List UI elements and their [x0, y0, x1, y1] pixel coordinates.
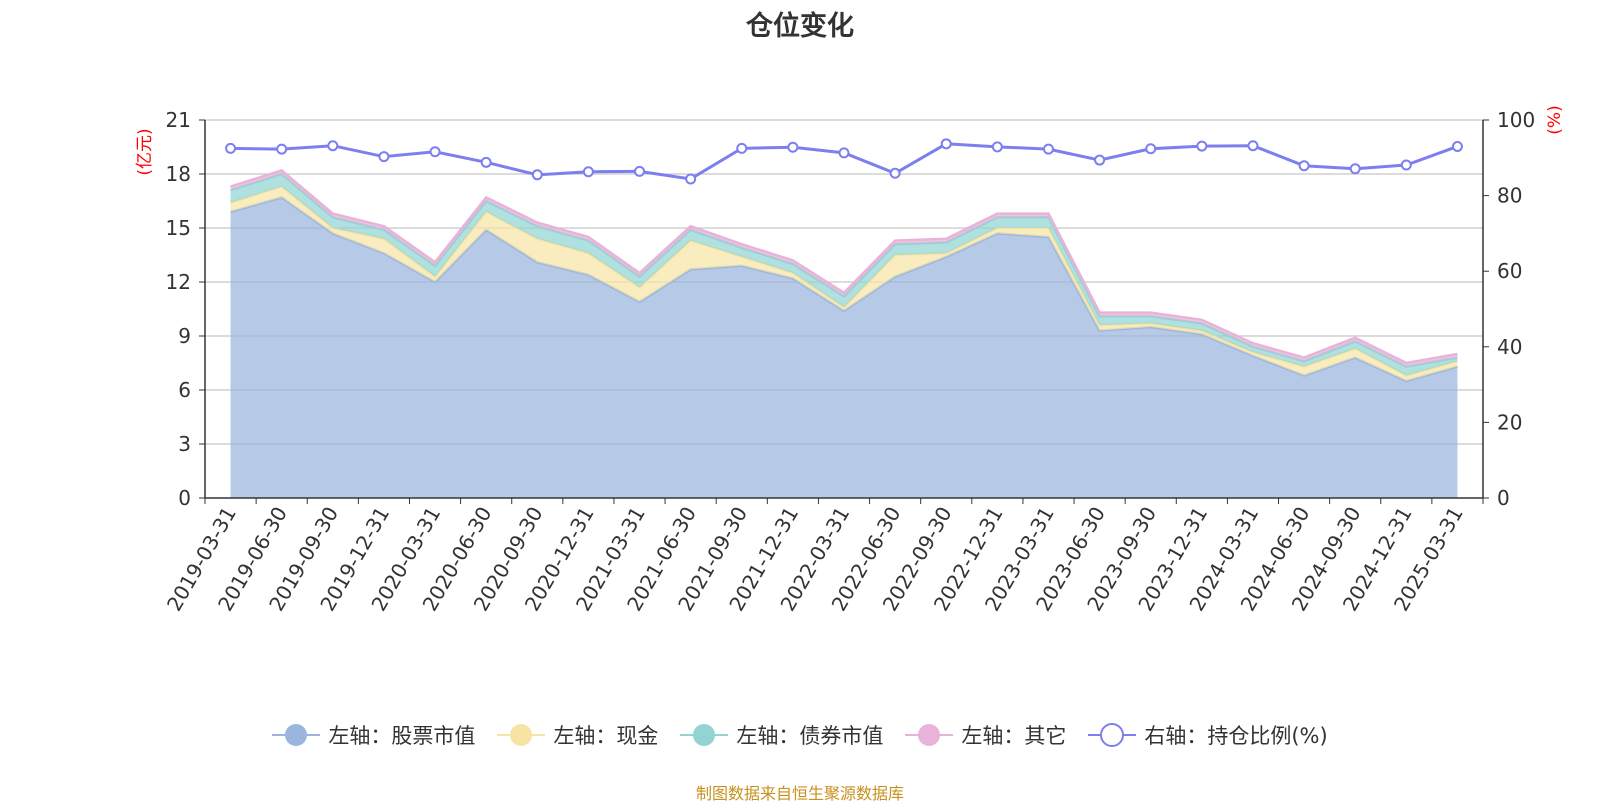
legend-item[interactable]: 左轴：现金: [497, 720, 658, 750]
right-tick-label: 20: [1497, 410, 1522, 434]
ratio-point: [582, 166, 594, 178]
ratio-point: [480, 156, 492, 168]
area-左轴：股票市值: [230, 197, 1458, 498]
legend-label: 左轴：债券市值: [736, 724, 884, 748]
ratio-point: [429, 146, 441, 158]
ratio-point: [838, 147, 850, 159]
right-axis-unit: (%): [1545, 105, 1565, 134]
ratio-point: [634, 165, 646, 177]
legend-label: 左轴：股票市值: [328, 724, 476, 748]
left-tick-label: 18: [166, 162, 191, 186]
ratio-point: [685, 173, 697, 185]
left-tick-label: 0: [178, 486, 191, 510]
chart-title: 仓位变化: [746, 11, 854, 42]
ratio-point: [1451, 140, 1463, 152]
left-tick-label: 6: [178, 378, 191, 402]
ratio-point: [1349, 163, 1361, 175]
ratio-point: [1196, 140, 1208, 152]
legend-label: 左轴：其它: [961, 724, 1067, 748]
legend: 左轴：股票市值 左轴：现金 左轴：债券市值 左轴：其它 右轴：持仓比例(%): [0, 720, 1600, 750]
legend-label: 右轴：持仓比例(%): [1144, 724, 1328, 748]
ratio-point: [1298, 160, 1310, 172]
ratio-point: [225, 142, 237, 154]
ratio-point: [531, 169, 543, 181]
ratio-point: [1094, 154, 1106, 166]
right-tick-label: 100: [1497, 108, 1535, 132]
ratio-point: [1042, 143, 1054, 155]
area-左轴：现金: [230, 186, 1458, 381]
legend-swatch-icon: [1088, 723, 1137, 747]
right-tick-label: 40: [1497, 335, 1522, 359]
ratio-point: [787, 141, 799, 153]
left-tick-label: 12: [166, 270, 191, 294]
legend-item[interactable]: 右轴：持仓比例(%): [1088, 720, 1328, 750]
legend-item[interactable]: 左轴：债券市值: [680, 720, 883, 750]
ratio-point: [1145, 143, 1157, 155]
left-tick-label: 15: [166, 216, 191, 240]
legend-item[interactable]: 左轴：股票市值: [272, 720, 475, 750]
ratio-point: [327, 140, 339, 152]
data-source-footer: 制图数据来自恒生聚源数据库: [695, 784, 904, 803]
area-edge-左轴：其它: [230, 169, 1458, 365]
left-tick-label: 3: [178, 432, 191, 456]
legend-swatch-icon: [905, 724, 954, 746]
area-series: [230, 169, 1458, 498]
legend-item[interactable]: 左轴：其它: [905, 720, 1066, 750]
right-tick-label: 80: [1497, 184, 1522, 208]
ratio-line-series: [225, 138, 1463, 185]
legend-swatch-icon: [497, 724, 546, 746]
legend-swatch-icon: [680, 724, 729, 746]
ratio-point: [736, 142, 748, 154]
ratio-point: [1400, 159, 1412, 171]
right-tick-label: 0: [1497, 486, 1510, 510]
ratio-point: [889, 167, 901, 179]
legend-label: 左轴：现金: [553, 724, 659, 748]
area-左轴：债券市值: [230, 174, 1458, 376]
left-axis-unit: (亿元): [135, 128, 155, 175]
ratio-point: [991, 141, 1003, 153]
ratio-point: [276, 143, 288, 155]
left-tick-label: 21: [166, 108, 191, 132]
right-tick-label: 60: [1497, 259, 1522, 283]
legend-swatch-icon: [272, 724, 321, 746]
ratio-point: [378, 151, 390, 163]
ratio-point: [940, 138, 952, 150]
ratio-point: [1247, 140, 1259, 152]
left-tick-label: 9: [178, 324, 191, 348]
